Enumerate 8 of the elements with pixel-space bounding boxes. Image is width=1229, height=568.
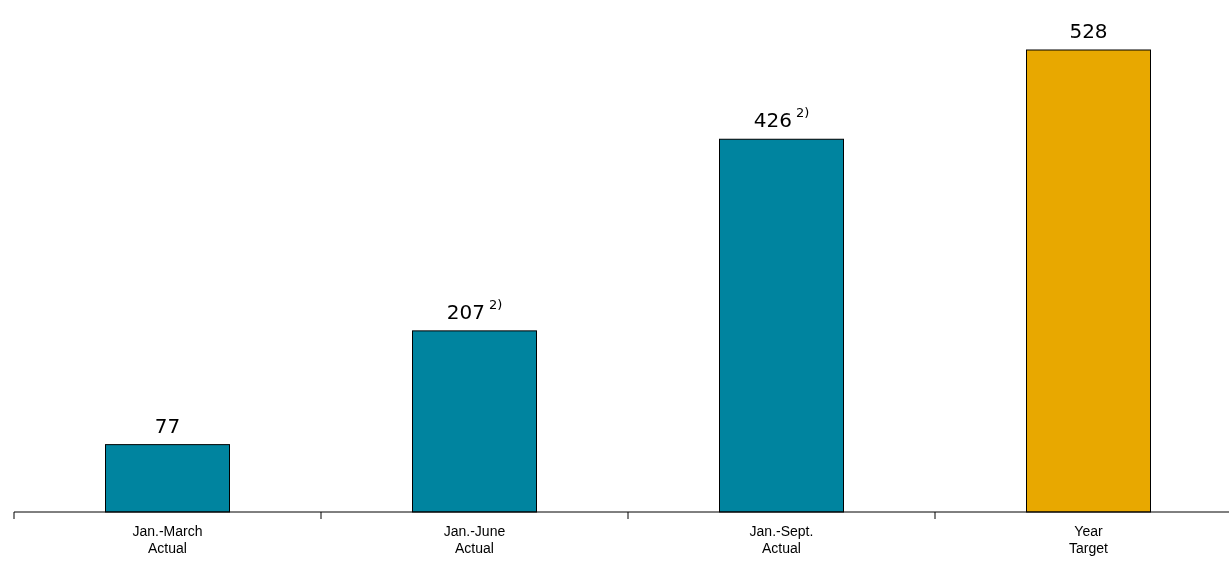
x-tick-label: Jan.-June Actual [443,523,506,556]
x-tick-label: Year Target [1069,523,1109,556]
data-label: 207$^{2)}$ [446,296,503,324]
x-tick-label: Jan.-Sept. Actual [749,523,814,556]
data-label: 426$^{2)}$ [753,105,810,133]
data-label: 528 [1069,19,1108,43]
data-label: 77 [154,413,181,438]
x-tick-label: Jan.-March Actual [132,523,203,556]
